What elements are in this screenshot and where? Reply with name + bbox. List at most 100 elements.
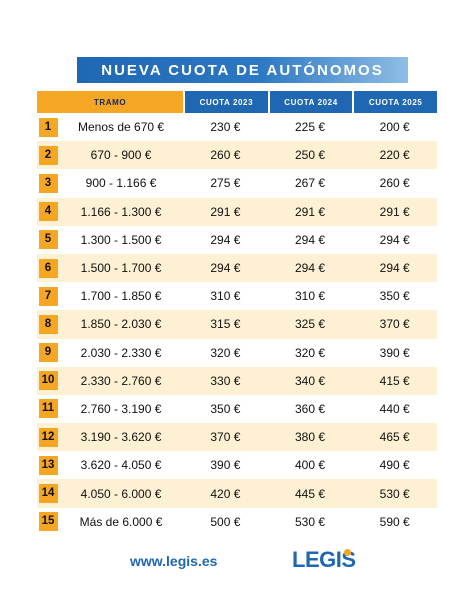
cuota-2025-cell: 291 € [352,197,437,226]
header-cuota-2023: CUOTA 2023 [183,91,268,113]
table-row: 5 1.300 - 1.500 € 294 € 294 € 294 € [37,226,437,254]
cuota-2025-cell: 440 € [379,401,410,416]
row-number-badge: 13 [38,455,58,475]
cuota-2024-cell: 380 € [267,423,353,452]
table-row: 3 900 - 1.166 € 275 € 267 € 260 € [37,169,437,197]
cuota-2023-cell: 294 € [183,253,268,283]
quota-table: TRAMO CUOTA 2023 CUOTA 2024 CUOTA 2025 1… [37,91,437,536]
table-row: 11 2.760 - 3.190 € 350 € 360 € 440 € [37,395,437,423]
cuota-2025-cell: 294 € [352,253,437,283]
page-title: NUEVA CUOTA DE AUTÓNOMOS [77,57,408,83]
cuota-2025-cell: 350 € [379,289,410,304]
row-number-cell: 5 [37,226,59,254]
row-number-cell: 9 [37,339,59,367]
row-number-badge: 4 [38,202,58,222]
tramo-range-cell: Menos de 670 € [78,120,165,135]
tramo-range-cell: 1.500 - 1.700 € [59,253,184,283]
table-row: 9 2.030 - 2.330 € 320 € 320 € 390 € [37,339,437,367]
row-number-badge: 6 [38,258,58,278]
row-number-cell: 4 [37,197,59,226]
table-row: 10 2.330 - 2.760 €330 €340 €415 € [37,366,437,395]
cuota-2023-cell: 320 € [210,345,241,360]
row-number-badge: 10 [38,371,58,391]
table-row: 2 670 - 900 €260 €250 €220 € [37,141,437,170]
row-number-cell: 11 [37,395,59,423]
tramo-range-cell: 670 - 900 € [59,141,184,170]
row-number-badge: 11 [38,399,58,419]
cuota-2024-cell: 400 € [294,458,326,473]
row-number-badge: 15 [38,512,58,532]
row-number-cell: 2 [37,141,59,170]
logo-dot-icon [344,549,351,556]
table-body: 1 Menos de 670 € 230 € 225 € 200 € 2 670 - 900… [37,113,437,536]
table-row: 7 1.700 - 1.850 € 310 € 310 € 350 € [37,282,437,310]
row-number-cell: 6 [37,253,59,283]
cuota-2025-cell: 294 € [379,232,410,247]
cuota-2023-cell: 500 € [210,514,241,529]
row-number-badge: 7 [38,286,58,306]
cuota-2024-cell: 320 € [294,345,326,360]
cuota-2025-cell: 220 € [352,141,437,170]
cuota-2023-cell: 275 € [210,176,241,191]
cuota-2025-cell: 390 € [379,345,410,360]
row-number-cell: 1 [37,113,59,141]
tramo-range-cell: 1.300 - 1.500 € [80,232,162,247]
cuota-2024-cell: 267 € [294,176,326,191]
row-number-cell: 3 [37,169,59,197]
cuota-2025-cell: 260 € [379,176,410,191]
table-row: 6 1.500 - 1.700 €294 €294 €294 € [37,253,437,283]
cuota-2025-cell: 465 € [352,423,437,452]
row-number-badge: 2 [38,145,58,165]
cuota-2023-cell: 370 € [183,423,268,452]
header-cuota-2024: CUOTA 2024 [267,91,353,113]
tramo-range-cell: 1.700 - 1.850 € [80,289,162,304]
cuota-2023-cell: 350 € [210,401,241,416]
tramo-range-cell: 2.760 - 3.190 € [80,401,162,416]
cuota-2023-cell: 294 € [210,232,241,247]
row-number-badge: 12 [38,427,58,447]
cuota-2024-cell: 445 € [267,479,353,508]
tramo-range-cell: 3.190 - 3.620 € [59,423,184,452]
cuota-2024-cell: 250 € [267,141,353,170]
tramo-range-cell: Más de 6.000 € [79,514,163,529]
tramo-range-cell: 900 - 1.166 € [85,176,157,191]
row-number-cell: 15 [37,508,59,536]
row-number-badge: 14 [38,484,58,504]
table-row: 13 3.620 - 4.050 € 390 € 400 € 490 € [37,451,437,479]
row-number-badge: 5 [38,230,58,250]
logo-text-part3: IS [335,547,356,572]
header-cuota-2025: CUOTA 2025 [352,91,437,113]
tramo-range-cell: 3.620 - 4.050 € [80,458,162,473]
cuota-2024-cell: 360 € [294,401,326,416]
tramo-range-cell: 4.050 - 6.000 € [59,479,184,508]
cuota-2023-cell: 260 € [183,141,268,170]
tramo-range-cell: 2.030 - 2.330 € [80,345,162,360]
legis-logo: LE G IS [292,546,364,574]
row-number-cell: 12 [37,423,59,452]
cuota-2024-cell: 310 € [294,289,326,304]
row-number-badge: 9 [38,343,58,363]
cuota-2023-cell: 310 € [210,289,241,304]
cuota-2023-cell: 315 € [183,310,268,339]
cuota-2024-cell: 225 € [294,120,326,135]
cuota-2023-cell: 330 € [183,366,268,395]
logo-text-part2: G [319,547,336,572]
cuota-2025-cell: 200 € [379,120,410,135]
table-row: 15 Más de 6.000 € 500 € 530 € 590 € [37,508,437,536]
cuota-2024-cell: 294 € [294,232,326,247]
cuota-2023-cell: 291 € [183,197,268,226]
cuota-2025-cell: 490 € [379,458,410,473]
cuota-2023-cell: 390 € [210,458,241,473]
cuota-2025-cell: 530 € [352,479,437,508]
footer-website-link[interactable]: www.legis.es [130,553,218,569]
cuota-2024-cell: 340 € [267,366,353,395]
cuota-2024-cell: 294 € [267,253,353,283]
row-number-cell: 10 [37,366,59,395]
cuota-2025-cell: 415 € [352,366,437,395]
row-number-badge: 3 [38,173,58,193]
table-row: 12 3.190 - 3.620 €370 €380 €465 € [37,423,437,452]
cuota-2025-cell: 370 € [352,310,437,339]
table-row: 1 Menos de 670 € 230 € 225 € 200 € [37,113,437,141]
row-number-cell: 14 [37,479,59,508]
logo-text-part1: LE [292,547,320,572]
